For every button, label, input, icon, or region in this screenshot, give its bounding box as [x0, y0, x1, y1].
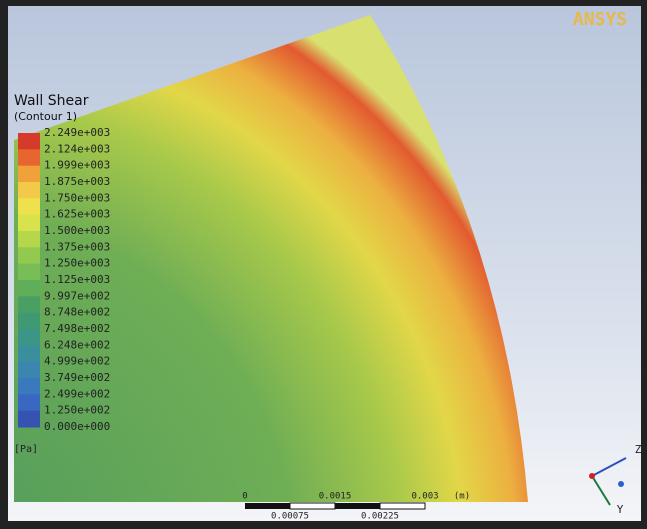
- scale-label: 0.00075: [271, 512, 309, 522]
- legend-label: 1.125e+003: [44, 273, 110, 286]
- legend-label: 2.249e+003: [44, 126, 110, 139]
- legend-label: 1.375e+003: [44, 240, 110, 253]
- legend-title: Wall Shear: [14, 93, 89, 109]
- legend-swatch: [18, 362, 40, 379]
- legend-swatch: [18, 149, 40, 166]
- legend-label: 1.250e+003: [44, 257, 110, 270]
- scale-label: 0.00225: [361, 512, 399, 522]
- legend-swatch: [18, 296, 40, 313]
- legend-swatch: [18, 247, 40, 264]
- legend-label: 1.999e+003: [44, 159, 110, 172]
- scale-label: 0.0015: [319, 492, 352, 502]
- legend-swatch: [18, 394, 40, 411]
- scale-label: 0.003: [411, 492, 438, 502]
- legend-label: 3.749e+002: [44, 371, 110, 384]
- viewport: ANSYS Wall Shear (Contour 1) 2.249e+003 2…: [0, 0, 647, 529]
- legend-swatch: [18, 345, 40, 362]
- legend-label: 6.248e+002: [44, 338, 110, 351]
- triad-label: Z: [635, 443, 642, 456]
- legend-label: 0.000e+000: [44, 420, 110, 433]
- legend-swatch: [18, 166, 40, 183]
- legend-label: 2.124e+003: [44, 142, 110, 155]
- scale-segment: [245, 503, 290, 509]
- legend-label: 1.250e+002: [44, 404, 110, 417]
- legend-label: 8.748e+002: [44, 306, 110, 319]
- legend-swatch: [18, 313, 40, 330]
- legend-label: 1.750e+003: [44, 191, 110, 204]
- logo: ANSYS: [573, 9, 627, 30]
- scale-segment: [335, 503, 380, 509]
- legend-label: 1.875e+003: [44, 175, 110, 188]
- scale-segment: [290, 503, 335, 509]
- legend-swatch: [18, 198, 40, 215]
- legend-label: 2.499e+002: [44, 387, 110, 400]
- legend-swatch: [18, 182, 40, 199]
- scale-label: 0: [242, 492, 247, 502]
- scale-bar: [245, 503, 425, 509]
- scale-segment: [380, 503, 425, 509]
- legend-label: 4.999e+002: [44, 355, 110, 368]
- legend-swatch: [18, 329, 40, 346]
- triad-label: Y: [617, 503, 624, 516]
- legend-unit: [Pa]: [14, 444, 38, 455]
- triad-origin: [589, 473, 595, 479]
- legend-swatch: [18, 280, 40, 297]
- legend-label: 1.500e+003: [44, 224, 110, 237]
- legend-swatch: [18, 411, 40, 428]
- legend-label: 7.498e+002: [44, 322, 110, 335]
- scale-unit: (m): [454, 492, 470, 502]
- legend-swatch: [18, 231, 40, 248]
- legend-swatch: [18, 133, 40, 150]
- legend-swatch: [18, 264, 40, 281]
- legend-swatch: [18, 215, 40, 232]
- legend-subtitle: (Contour 1): [14, 110, 77, 123]
- legend-label: 1.625e+003: [44, 208, 110, 221]
- triad-dot: [618, 481, 624, 487]
- page: ANSYS Wall Shear (Contour 1) 2.249e+003 2…: [0, 0, 647, 529]
- legend-label: 9.997e+002: [44, 289, 110, 302]
- legend-swatch: [18, 378, 40, 395]
